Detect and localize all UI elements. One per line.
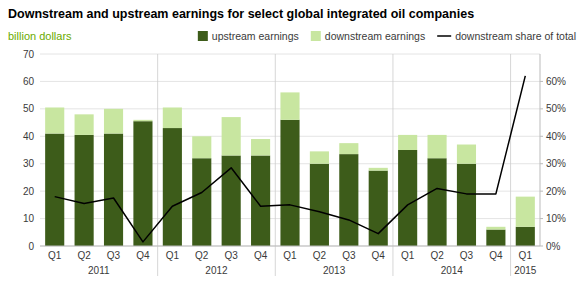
y-tick-label: 30	[23, 158, 35, 169]
y-tick-label: 10	[23, 213, 35, 224]
bar	[280, 92, 299, 119]
x-tick-label: Q1	[166, 250, 180, 261]
y-tick-label: 0	[28, 241, 34, 252]
x-tick-label: Q2	[77, 250, 91, 261]
bar	[45, 107, 64, 133]
grid-line	[40, 246, 540, 247]
x-tick-label: Q2	[195, 250, 209, 261]
legend-label: downstream earnings	[325, 30, 425, 42]
bar	[133, 121, 152, 246]
group-separator	[275, 54, 276, 276]
y2-tick-label: 30%	[546, 158, 566, 169]
year-label: 2011	[88, 265, 110, 276]
share-line	[55, 76, 526, 242]
y2-axis-line	[540, 54, 541, 246]
bar	[104, 134, 123, 246]
bar	[163, 107, 182, 128]
bar	[222, 155, 241, 246]
y-tick-label: 20	[23, 186, 35, 197]
x-tick-label: Q4	[254, 250, 268, 261]
chart: Downstream and upstream earnings for sel…	[0, 0, 582, 294]
bar	[280, 120, 299, 246]
bar	[339, 143, 358, 154]
group-separator	[157, 54, 158, 276]
bar	[428, 135, 447, 158]
bar	[310, 151, 329, 163]
group-separator	[510, 54, 511, 276]
bar	[75, 135, 94, 246]
y2-tick-label: 20%	[546, 186, 566, 197]
bar	[457, 164, 476, 246]
bar	[516, 227, 535, 246]
x-tick-label: Q3	[342, 250, 356, 261]
bar	[369, 168, 388, 171]
y-tick-label: 60	[23, 76, 35, 87]
bar	[192, 158, 211, 246]
group-separator	[392, 54, 393, 276]
bar	[133, 120, 152, 121]
bar	[339, 154, 358, 246]
x-tick-label: Q3	[225, 250, 239, 261]
legend-swatch	[198, 31, 208, 41]
x-tick-label: Q1	[283, 250, 297, 261]
plot-area	[45, 76, 535, 246]
bar	[222, 117, 241, 155]
bar	[457, 145, 476, 164]
y-tick-label: 70	[23, 49, 35, 60]
legend-label: downstream share of total	[455, 30, 576, 42]
year-label: 2012	[205, 265, 228, 276]
legend-swatch	[311, 31, 321, 41]
bar	[398, 135, 417, 150]
x-tick-label: Q1	[519, 250, 533, 261]
grid-line	[40, 81, 540, 82]
x-tick-label: Q2	[313, 250, 327, 261]
bar	[398, 150, 417, 246]
bar	[192, 136, 211, 158]
y-tick-label: 50	[23, 103, 35, 114]
bar	[251, 155, 270, 246]
bar	[428, 158, 447, 246]
bar	[310, 164, 329, 246]
x-tick-label: Q1	[48, 250, 62, 261]
x-tick-label: Q4	[489, 250, 503, 261]
bar	[486, 230, 505, 246]
grid-line	[40, 54, 540, 55]
legend-label: upstream earnings	[212, 30, 299, 42]
bar	[163, 128, 182, 246]
bar	[369, 171, 388, 246]
y-axis-label: billion dollars	[8, 30, 72, 42]
y2-tick-label: 50%	[546, 103, 566, 114]
year-label: 2015	[514, 265, 537, 276]
x-tick-label: Q1	[401, 250, 415, 261]
title: Downstream and upstream earnings for sel…	[8, 7, 474, 21]
x-tick-label: Q4	[136, 250, 150, 261]
bar	[104, 109, 123, 134]
year-label: 2013	[323, 265, 346, 276]
x-tick-label: Q2	[430, 250, 444, 261]
y2-tick-label: 60%	[546, 76, 566, 87]
y2-tick-label: 10%	[546, 213, 566, 224]
legend-swatch	[437, 35, 451, 37]
bar	[75, 114, 94, 135]
y2-tick-label: 40%	[546, 131, 566, 142]
y2-tick-label: 0%	[546, 241, 561, 252]
bar	[516, 197, 535, 227]
y-tick-label: 40	[23, 131, 35, 142]
x-tick-label: Q3	[107, 250, 121, 261]
x-axis-line	[40, 246, 540, 247]
bar	[251, 139, 270, 155]
legend: upstream earnings downstream earnings down…	[198, 30, 576, 42]
x-tick-label: Q4	[372, 250, 386, 261]
bar	[45, 134, 64, 246]
bar	[486, 227, 505, 230]
x-tick-label: Q3	[460, 250, 474, 261]
year-label: 2014	[441, 265, 464, 276]
